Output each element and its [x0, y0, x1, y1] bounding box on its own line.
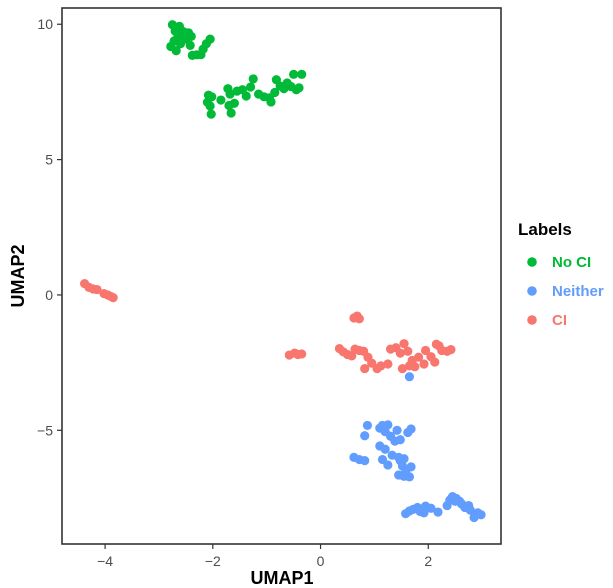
y-tick-label: 5 — [45, 152, 53, 168]
panel-border — [61, 7, 502, 545]
data-point — [420, 345, 431, 356]
data-point — [383, 359, 393, 369]
data-point — [171, 46, 181, 56]
data-point — [404, 372, 415, 382]
data-point — [430, 357, 440, 367]
x-tick-label: 2 — [424, 553, 432, 569]
data-point — [383, 460, 393, 470]
data-point — [426, 503, 436, 513]
data-point — [380, 444, 390, 454]
legend-title: Labels — [518, 220, 572, 239]
data-point — [360, 456, 370, 466]
data-point — [410, 362, 420, 372]
data-point — [241, 91, 251, 101]
data-point — [266, 97, 276, 107]
data-point — [297, 69, 307, 79]
legend-label: No CI — [552, 254, 591, 271]
y-axis: −5 0 5 10 — [37, 16, 62, 438]
legend-label: CI — [552, 312, 567, 329]
data-point — [403, 346, 413, 356]
data-point — [248, 74, 258, 84]
data-point — [392, 425, 402, 435]
data-point — [362, 420, 373, 431]
data-point — [92, 284, 102, 295]
data-point — [360, 363, 370, 374]
data-point — [226, 108, 236, 118]
points-layer — [80, 20, 486, 523]
data-point — [175, 39, 186, 49]
data-point — [224, 100, 234, 111]
data-point — [185, 40, 195, 50]
series-no-ci — [166, 20, 307, 119]
series-neither — [349, 372, 486, 523]
data-point — [465, 505, 475, 515]
y-tick-label: 10 — [37, 16, 53, 32]
data-point — [406, 424, 416, 434]
data-point — [476, 510, 486, 520]
x-tick-label: −2 — [205, 553, 221, 569]
data-point — [216, 95, 226, 105]
data-point — [270, 87, 280, 98]
data-point — [297, 349, 307, 359]
data-point — [206, 109, 216, 119]
data-point — [433, 507, 443, 517]
data-point — [225, 89, 235, 99]
x-tick-label: −4 — [97, 553, 113, 569]
data-point — [413, 352, 424, 362]
data-point — [360, 431, 370, 441]
legend-key — [527, 315, 537, 325]
legend: Labels No CI Neither CI — [518, 220, 604, 329]
y-axis-title: UMAP2 — [8, 244, 28, 307]
series-ci — [80, 278, 456, 374]
data-point — [404, 472, 415, 482]
data-point — [108, 293, 118, 303]
data-point — [187, 50, 197, 60]
data-point — [196, 49, 206, 60]
data-point — [289, 69, 299, 79]
data-point — [450, 496, 460, 506]
data-point — [395, 435, 405, 445]
data-point — [294, 83, 304, 93]
x-axis-title: UMAP1 — [250, 568, 313, 588]
data-point — [395, 348, 405, 358]
y-tick-label: 0 — [45, 287, 53, 303]
x-tick-label: 0 — [317, 553, 325, 569]
data-point — [354, 314, 364, 324]
data-point — [205, 101, 215, 111]
data-point — [419, 359, 429, 369]
legend-key — [527, 286, 537, 296]
y-tick-label: −5 — [37, 422, 53, 438]
legend-key — [527, 257, 537, 267]
x-axis: −4 −2 0 2 — [97, 544, 432, 569]
data-point — [397, 363, 408, 374]
data-point — [446, 345, 456, 355]
legend-label: Neither — [552, 283, 604, 300]
data-point — [245, 82, 256, 92]
data-point — [376, 361, 386, 371]
data-point — [399, 339, 409, 349]
